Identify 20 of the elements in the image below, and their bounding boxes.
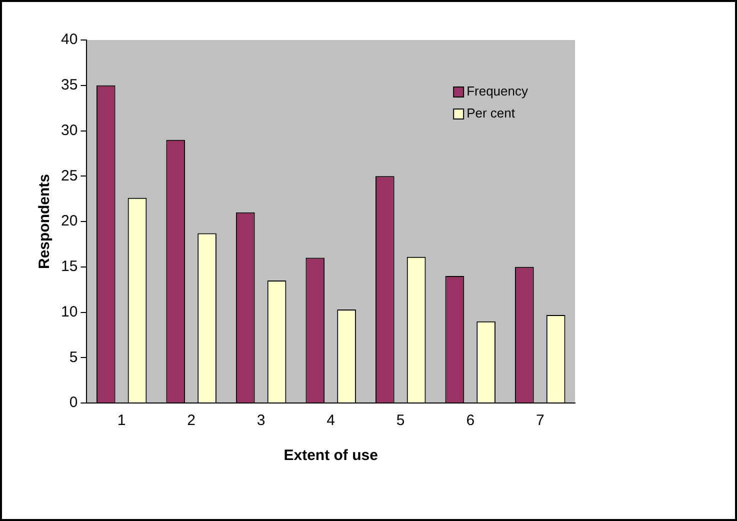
y-tick-label: 30: [60, 122, 78, 139]
y-axis-title: Respondents: [36, 174, 54, 270]
y-tick-label: 15: [60, 258, 78, 276]
y-tick-label: 5: [69, 348, 78, 366]
x-tick-label: 4: [326, 412, 336, 430]
y-tick-label: 25: [60, 167, 78, 184]
legend-label: Frequency: [466, 84, 528, 99]
x-tick-label: 3: [256, 412, 266, 430]
legend-label: Per cent: [466, 106, 516, 121]
x-tick-label: 5: [396, 412, 405, 430]
y-tick-label: 40: [60, 31, 78, 48]
y-tick-label: 0: [69, 394, 78, 412]
x-tick-label: 1: [117, 412, 126, 430]
x-axis-title: Extent of use: [284, 447, 378, 464]
y-tick-label: 35: [60, 76, 78, 94]
x-tick-label: 6: [466, 412, 475, 430]
x-tick-label: 2: [187, 412, 196, 430]
y-tick-label: 20: [60, 212, 78, 230]
y-tick-label: 10: [60, 303, 78, 320]
x-tick-label: 7: [536, 412, 544, 430]
